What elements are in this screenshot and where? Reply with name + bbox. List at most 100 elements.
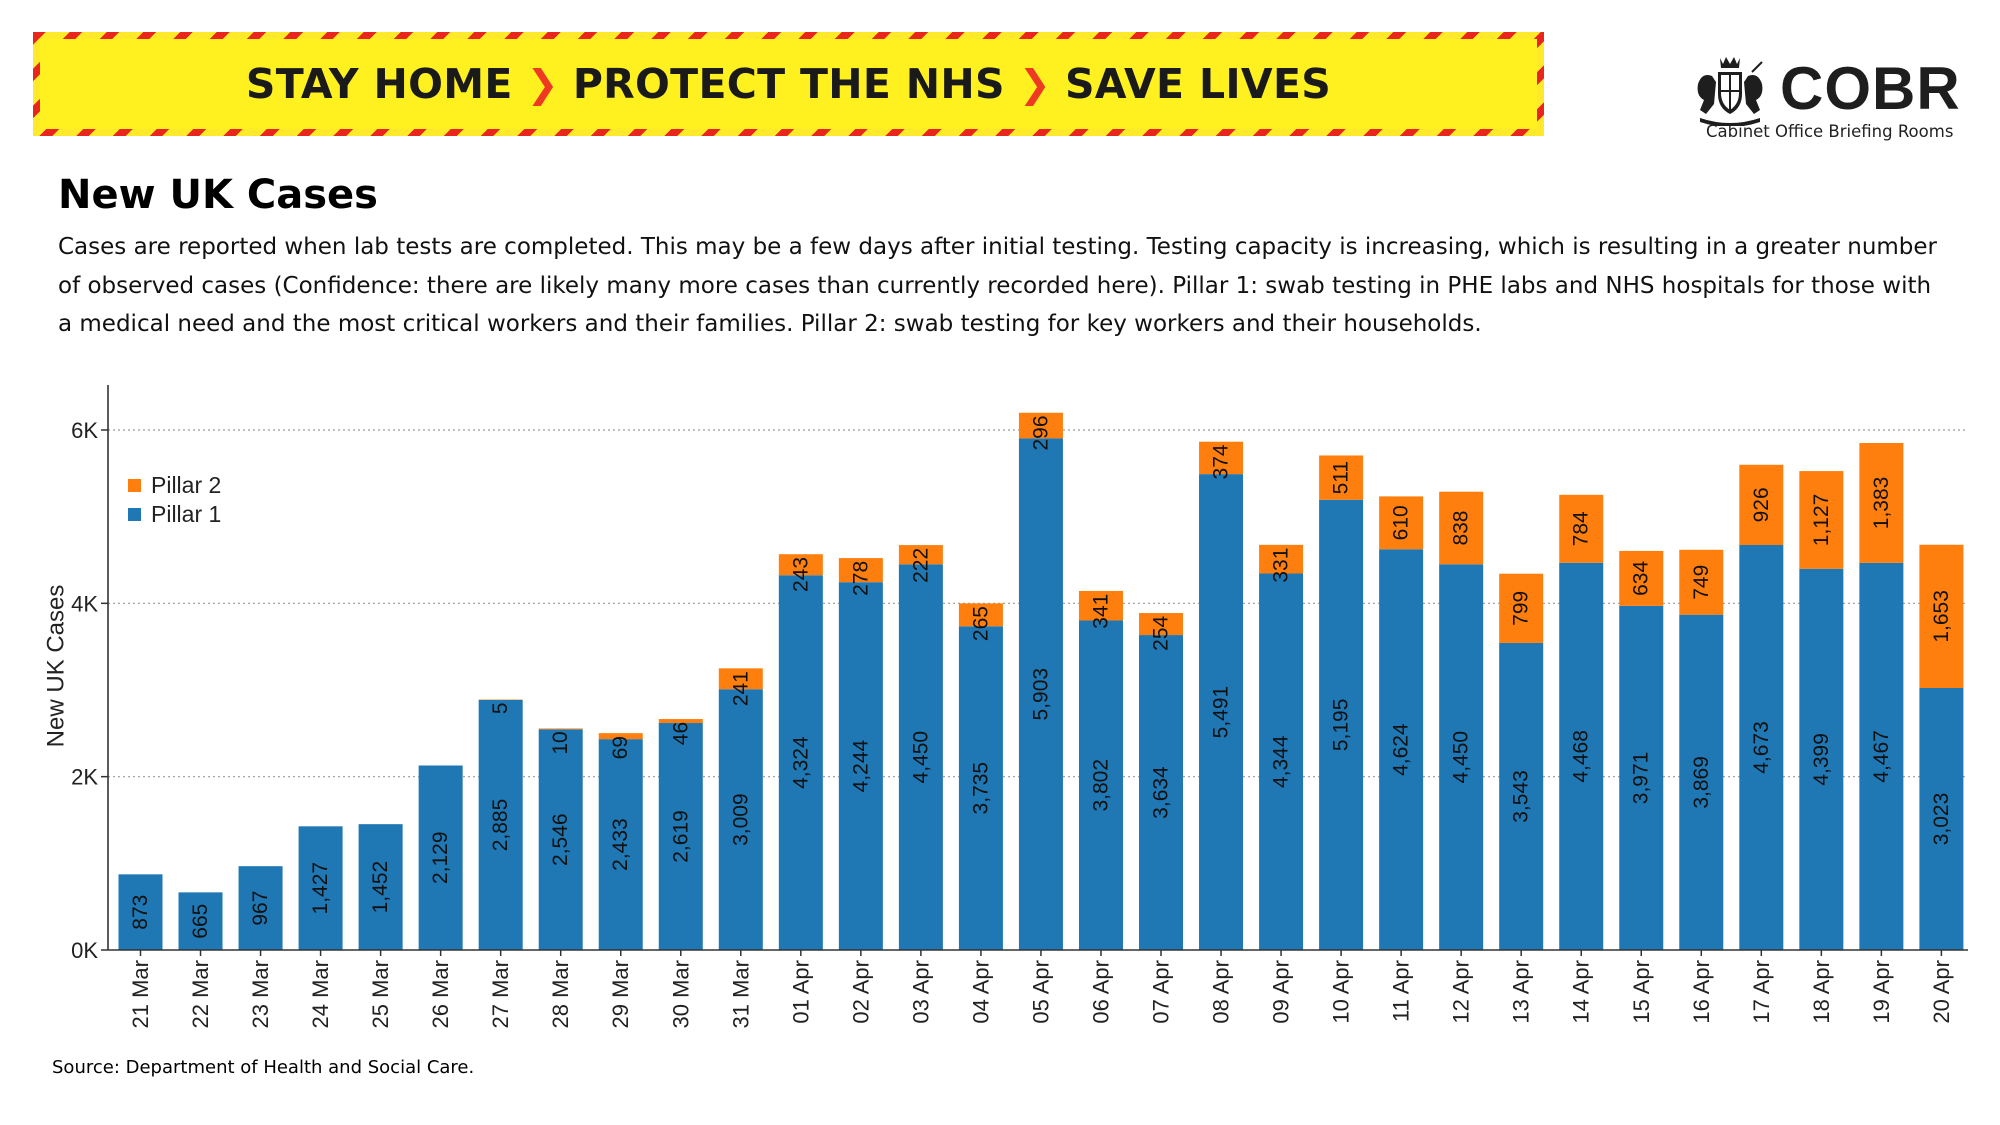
bar-pillar-1 — [958, 626, 1003, 950]
data-label-pillar-1: 2,885 — [489, 799, 512, 852]
bar-pillar-2 — [1199, 441, 1244, 475]
bar-pillar-2 — [1919, 544, 1964, 689]
bar-pillar-1 — [238, 866, 283, 950]
x-tick-label: 07 Apr — [1149, 960, 1174, 1024]
x-tick-label: 16 Apr — [1689, 960, 1714, 1024]
x-tick-label: 14 Apr — [1569, 960, 1594, 1024]
bar-pillar-1 — [538, 729, 583, 950]
bar-pillar-1 — [118, 874, 163, 950]
bar-pillar-1 — [1018, 438, 1063, 950]
x-tick-label: 19 Apr — [1869, 960, 1894, 1024]
y-tick-label: 6K — [71, 418, 98, 443]
data-label-pillar-1: 4,324 — [789, 736, 812, 789]
slogan-stay-home: STAY HOME — [245, 60, 513, 108]
bar-pillar-1 — [718, 689, 763, 950]
x-tick-label: 26 Mar — [428, 960, 453, 1028]
data-label-pillar-2: 243 — [789, 557, 812, 592]
data-label-pillar-2: 331 — [1270, 548, 1293, 583]
data-label-pillar-2: 1,383 — [1870, 477, 1893, 530]
cobr-logo: COBR Cabinet Office Briefing Rooms — [1692, 46, 1972, 156]
bar-pillar-1 — [1739, 545, 1784, 950]
x-tick-label: 13 Apr — [1509, 960, 1534, 1024]
slogan-save-lives: SAVE LIVES — [1064, 60, 1332, 108]
x-tick-label: 09 Apr — [1269, 960, 1294, 1024]
bar-pillar-2 — [1259, 544, 1304, 574]
bar-pillar-1 — [1799, 568, 1844, 950]
data-label-pillar-1: 1,427 — [309, 862, 332, 915]
bar-pillar-1 — [838, 582, 883, 950]
bar-pillar-2 — [1679, 549, 1724, 615]
data-label-pillar-2: 511 — [1330, 461, 1353, 494]
bar-pillar-2 — [958, 603, 1003, 627]
data-label-pillar-2: 799 — [1510, 591, 1533, 626]
data-label-pillar-2: 374 — [1210, 444, 1233, 479]
bar-pillar-1 — [1679, 614, 1724, 950]
legend-swatch-pillar-2 — [128, 479, 141, 492]
data-label-pillar-1: 2,546 — [549, 813, 572, 866]
data-label-pillar-2: 1,653 — [1930, 590, 1953, 643]
data-label-pillar-1: 5,903 — [1029, 668, 1052, 721]
source-note: Source: Department of Health and Social … — [52, 1057, 475, 1078]
data-label-pillar-1: 1,452 — [369, 861, 392, 914]
bar-pillar-2 — [1859, 443, 1904, 563]
x-tick-label: 21 Mar — [128, 960, 153, 1028]
bar-pillar-1 — [1919, 688, 1964, 950]
data-label-pillar-1: 3,869 — [1690, 756, 1713, 809]
x-tick-label: 15 Apr — [1629, 960, 1654, 1024]
bar-pillar-2 — [718, 668, 763, 690]
data-label-pillar-1: 5,491 — [1210, 686, 1233, 739]
slogan-banner: STAY HOME ❯ PROTECT THE NHS ❯ SAVE LIVES — [33, 32, 1544, 136]
data-label-pillar-1: 4,399 — [1810, 733, 1833, 786]
data-label-pillar-2: 838 — [1450, 510, 1473, 545]
data-label-pillar-1: 2,433 — [609, 818, 632, 871]
x-tick-label: 04 Apr — [968, 960, 993, 1024]
royal-coat-of-arms-icon — [1697, 57, 1763, 126]
data-label-pillar-1: 967 — [249, 891, 272, 926]
bar-pillar-1 — [778, 575, 823, 950]
data-label-pillar-2: 341 — [1089, 594, 1112, 629]
x-tick-label: 08 Apr — [1209, 960, 1234, 1024]
bar-pillar-2 — [1018, 412, 1063, 439]
cobr-subtitle: Cabinet Office Briefing Rooms — [1706, 122, 1954, 141]
bar-pillar-1 — [1559, 562, 1604, 950]
data-label-pillar-1: 4,468 — [1570, 730, 1593, 783]
y-tick-label: 4K — [71, 591, 98, 616]
data-label-pillar-2: 296 — [1029, 415, 1052, 450]
data-label-pillar-1: 4,344 — [1270, 735, 1293, 788]
bar-pillar-1 — [1439, 564, 1484, 950]
x-tick-label: 18 Apr — [1809, 960, 1834, 1024]
x-tick-label: 28 Mar — [548, 960, 573, 1028]
data-label-pillar-1: 2,129 — [429, 831, 452, 884]
bar-pillar-1 — [1139, 635, 1184, 950]
bar-pillar-2 — [658, 719, 703, 724]
bar-pillar-2 — [1139, 613, 1184, 636]
bar-pillar-1 — [298, 826, 343, 950]
bar-pillar-1 — [358, 824, 403, 950]
data-label-pillar-2: 265 — [969, 606, 992, 641]
data-label-pillar-1: 4,467 — [1870, 730, 1893, 783]
data-label-pillar-1: 3,543 — [1510, 770, 1533, 823]
bar-pillar-2 — [1319, 455, 1364, 500]
bar-pillar-2 — [1559, 494, 1604, 563]
data-label-pillar-1: 3,009 — [729, 793, 752, 846]
x-tick-label: 11 Apr — [1389, 960, 1414, 1022]
x-tick-label: 29 Mar — [608, 960, 633, 1028]
page-description: Cases are reported when lab tests are co… — [58, 234, 1938, 337]
bar-pillar-2 — [1439, 491, 1484, 565]
bar-pillar-1 — [178, 892, 223, 950]
legend-label-pillar-1: Pillar 1 — [151, 501, 221, 527]
x-tick-label: 30 Mar — [668, 960, 693, 1028]
bar-pillar-1 — [1078, 620, 1123, 950]
y-axis-label: New UK Cases — [43, 585, 70, 748]
slogan-protect-nhs: PROTECT THE NHS — [572, 60, 1005, 108]
x-tick-label: 23 Mar — [248, 960, 273, 1028]
x-tick-label: 20 Apr — [1929, 960, 1954, 1024]
bar-pillar-2 — [898, 545, 943, 565]
x-tick-label: 06 Apr — [1088, 960, 1113, 1024]
data-label-pillar-1: 5,195 — [1330, 699, 1353, 752]
data-label-pillar-1: 4,624 — [1390, 723, 1413, 776]
x-tick-label: 01 Apr — [788, 960, 813, 1024]
data-label-pillar-2: 46 — [669, 722, 692, 745]
data-label-pillar-2: 1,127 — [1810, 494, 1833, 547]
